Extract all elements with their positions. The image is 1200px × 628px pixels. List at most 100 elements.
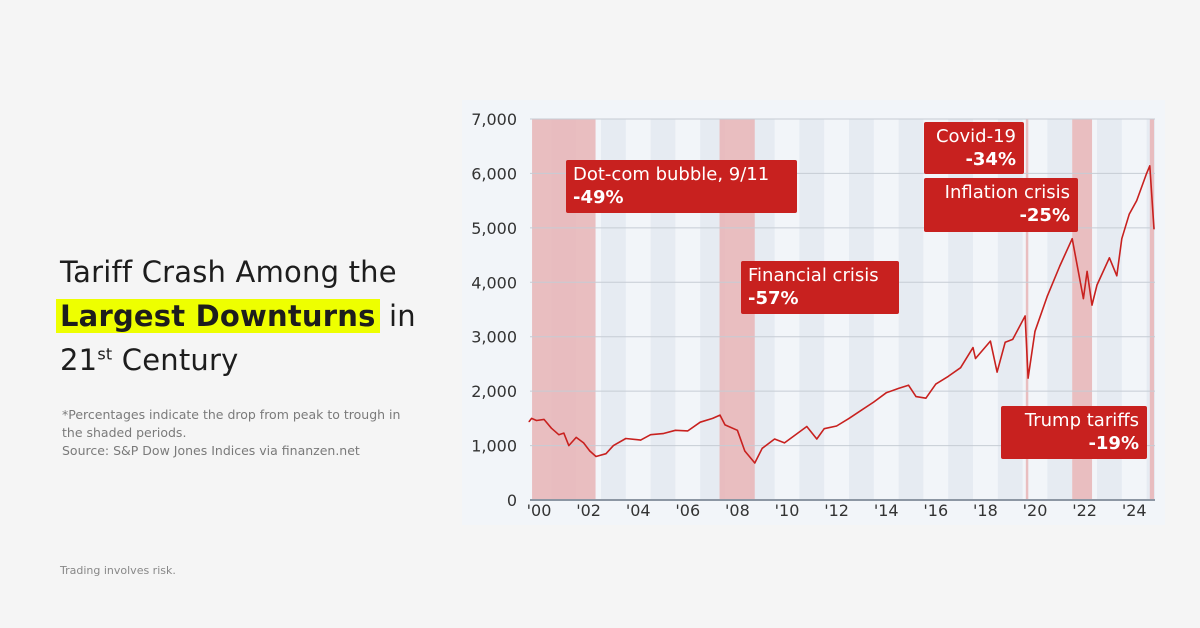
data-point — [625, 437, 627, 440]
headline-part2: in — [388, 299, 416, 333]
data-point — [1136, 200, 1138, 202]
data-point — [1034, 330, 1036, 332]
data-point — [1046, 295, 1048, 297]
data-point — [823, 428, 825, 430]
y-tick-label: 1,000 — [471, 437, 517, 456]
data-point — [1121, 238, 1123, 240]
data-point — [1116, 275, 1118, 277]
annotation-inflation-crisis: Inflation crisis -25% — [924, 178, 1078, 232]
year-band — [898, 119, 924, 500]
y-tick-label: 2,000 — [471, 382, 517, 401]
data-point — [550, 427, 553, 429]
annotation-covid: Covid-19 -34% — [924, 122, 1024, 174]
annotation-dotcom: Dot-com bubble, 9/11 -49% — [566, 160, 797, 213]
data-point — [754, 462, 756, 464]
x-tick-label: '24 — [1122, 501, 1147, 520]
data-point — [699, 421, 701, 423]
data-point — [736, 429, 739, 431]
data-point — [960, 367, 962, 369]
x-tick-label: '06 — [675, 501, 700, 520]
data-point — [873, 401, 875, 403]
data-point — [783, 442, 786, 444]
data-point — [848, 417, 850, 419]
data-point — [687, 430, 689, 432]
data-point — [761, 447, 763, 449]
data-point — [530, 417, 533, 419]
annotation-value: -34% — [965, 149, 1016, 170]
data-point — [1012, 338, 1014, 341]
annotation-value: -19% — [1088, 433, 1139, 454]
data-point — [996, 371, 998, 373]
headline-rest: Century — [121, 343, 239, 377]
annotation-financial-crisis: Financial crisis -57% — [741, 261, 899, 314]
data-point — [558, 434, 560, 436]
data-point — [1086, 270, 1088, 272]
x-tick-label: '02 — [576, 501, 601, 520]
data-point — [650, 434, 652, 436]
x-tick-label: '08 — [725, 501, 750, 520]
data-point — [935, 383, 937, 385]
annotation-label: Inflation crisis — [944, 182, 1070, 203]
annotation-trump-tariffs: Trump tariffs -19% — [1001, 406, 1147, 459]
data-point — [947, 375, 949, 378]
data-point — [989, 340, 991, 342]
y-tick-label: 4,000 — [471, 273, 517, 292]
data-point — [528, 421, 530, 423]
data-point — [774, 438, 776, 440]
x-tick-label: '18 — [973, 501, 998, 520]
data-point — [974, 357, 977, 360]
data-point — [674, 429, 677, 431]
data-point — [583, 442, 585, 444]
data-point — [1146, 172, 1148, 175]
data-point — [724, 424, 726, 426]
data-point — [1096, 284, 1098, 286]
annotation-label: Covid-19 — [935, 126, 1016, 147]
data-point — [1004, 341, 1006, 343]
data-point — [1128, 213, 1130, 215]
annotation-value: -49% — [573, 187, 624, 208]
data-point — [640, 439, 642, 441]
data-point — [1059, 265, 1061, 267]
data-point — [1082, 298, 1084, 300]
data-point — [898, 387, 900, 390]
data-point — [816, 438, 818, 440]
x-tick-label: '16 — [923, 501, 948, 520]
y-tick-label: 0 — [507, 491, 517, 510]
data-point — [1153, 228, 1155, 230]
y-tick-label: 3,000 — [471, 328, 517, 347]
headline-highlight: Largest Downturns — [56, 299, 380, 333]
data-point — [605, 453, 607, 455]
data-point — [907, 384, 910, 386]
data-point — [806, 425, 808, 428]
data-point — [543, 418, 545, 421]
x-tick-label: '12 — [824, 501, 849, 520]
x-tick-label: '20 — [1023, 501, 1048, 520]
data-point — [1091, 304, 1093, 306]
data-point — [836, 425, 838, 427]
data-point — [1024, 315, 1026, 317]
annotation-label: Dot-com bubble, 9/11 — [573, 164, 770, 185]
data-point — [925, 397, 927, 399]
headline: Tariff Crash Among the Largest Downturns… — [56, 250, 460, 382]
x-tick-label: '00 — [527, 501, 552, 520]
x-tick-label: '22 — [1072, 501, 1097, 520]
data-point — [1027, 377, 1029, 379]
shaded-period — [1149, 119, 1155, 500]
annotation-value: -57% — [748, 288, 799, 309]
annotation-value: -25% — [1019, 205, 1070, 226]
data-point — [712, 417, 714, 419]
data-point — [744, 450, 746, 452]
annotation-label: Financial crisis — [748, 265, 879, 286]
data-point — [915, 395, 917, 398]
data-point — [860, 409, 863, 411]
headline-sup: st — [97, 344, 113, 364]
data-point — [885, 392, 887, 394]
data-point — [575, 436, 577, 439]
y-tick-label: 5,000 — [471, 219, 517, 238]
data-point — [719, 414, 721, 416]
x-tick-label: '14 — [874, 501, 899, 520]
y-tick-label: 7,000 — [471, 110, 517, 129]
data-point — [589, 450, 591, 452]
data-point — [972, 347, 974, 349]
